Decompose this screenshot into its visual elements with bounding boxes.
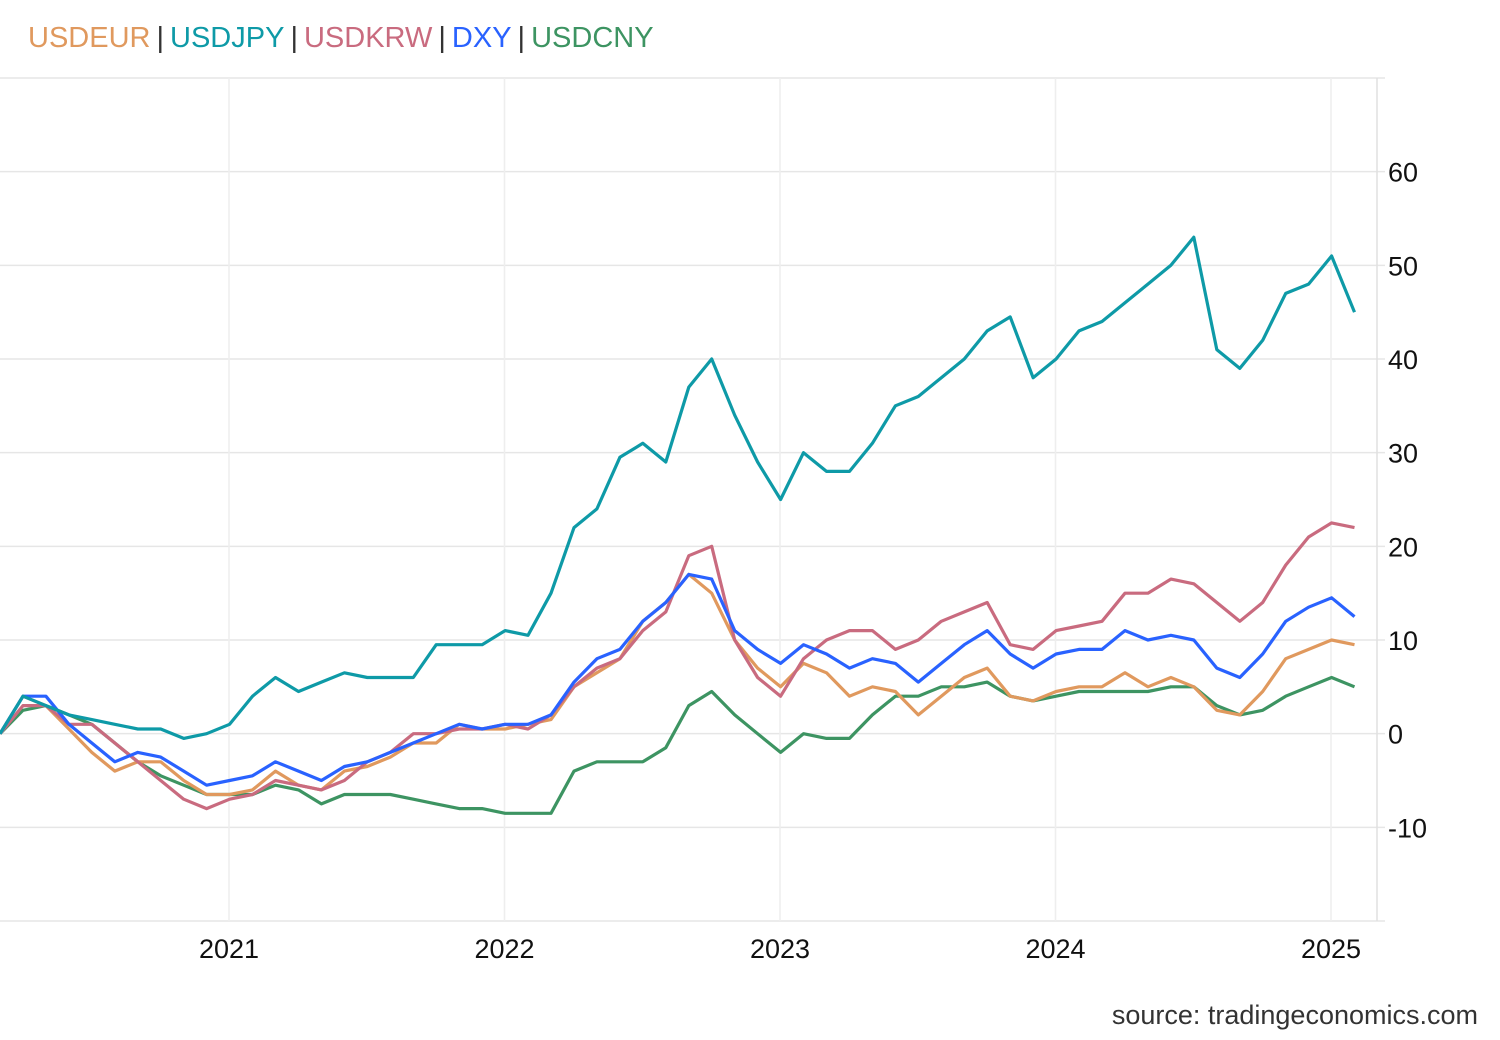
legend-item-usdkrw[interactable]: USDKRW xyxy=(303,22,433,54)
series-line-usdeur xyxy=(0,572,1355,797)
x-tick-label: 2024 xyxy=(1025,934,1085,964)
y-tick-label: 50 xyxy=(1388,251,1418,281)
y-tick-label: 0 xyxy=(1388,720,1403,750)
legend-separator: | xyxy=(438,22,446,54)
line-chart: -10 0 10 20 30 40 50 60 2021 2022 2023 2024 2025 xyxy=(0,77,1427,964)
x-tick-label: 2023 xyxy=(750,934,810,964)
series-line-usdkrw xyxy=(0,521,1355,811)
series-line-dxy xyxy=(0,572,1356,787)
x-tick-label: 2025 xyxy=(1301,934,1361,964)
legend-item-usdjpy[interactable]: USDJPY xyxy=(170,22,285,54)
y-tick-label: 30 xyxy=(1388,439,1418,469)
y-tick-label: -10 xyxy=(1388,813,1427,843)
x-tick-label: 2022 xyxy=(474,934,534,964)
legend-item-dxy[interactable]: DXY xyxy=(451,22,512,54)
series-line-usdjpy xyxy=(0,235,1356,741)
x-tick-label: 2021 xyxy=(199,934,259,964)
legend-separator: | xyxy=(156,22,165,54)
y-tick-label: 60 xyxy=(1388,158,1418,188)
legend-separator: | xyxy=(517,22,526,54)
legend: USDEUR | USDJPY | USDKRW | DXY | USDCNY xyxy=(28,22,654,55)
legend-item-usdcny[interactable]: USDCNY xyxy=(531,22,654,54)
legend-item-usdeur[interactable]: USDEUR xyxy=(28,22,151,54)
legend-separator: | xyxy=(290,22,298,54)
source-label: source: tradingeconomics.com xyxy=(1111,1000,1478,1030)
y-tick-label: 40 xyxy=(1388,345,1418,375)
y-tick-label: 10 xyxy=(1388,626,1418,656)
y-tick-label: 20 xyxy=(1388,532,1418,562)
